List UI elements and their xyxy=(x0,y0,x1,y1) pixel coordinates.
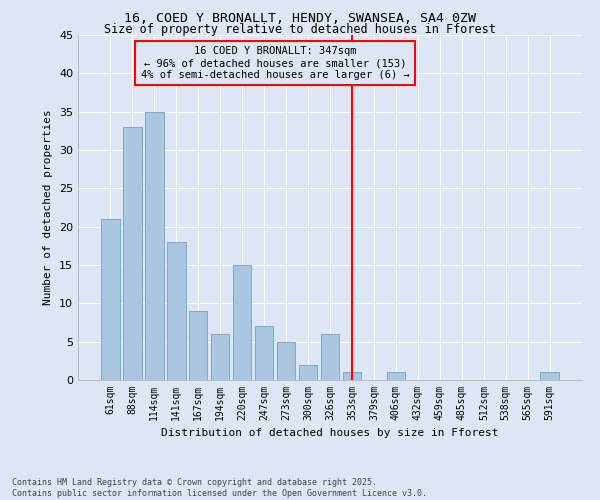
Text: Contains HM Land Registry data © Crown copyright and database right 2025.
Contai: Contains HM Land Registry data © Crown c… xyxy=(12,478,427,498)
Bar xyxy=(255,326,274,380)
Bar xyxy=(277,342,295,380)
Bar xyxy=(101,219,119,380)
Y-axis label: Number of detached properties: Number of detached properties xyxy=(43,110,53,306)
Bar xyxy=(211,334,229,380)
Bar xyxy=(541,372,559,380)
Bar xyxy=(320,334,340,380)
Bar xyxy=(123,127,142,380)
Bar xyxy=(167,242,185,380)
Bar xyxy=(233,265,251,380)
Bar xyxy=(386,372,405,380)
Bar xyxy=(299,364,317,380)
Text: 16 COED Y BRONALLT: 347sqm
← 96% of detached houses are smaller (153)
4% of semi: 16 COED Y BRONALLT: 347sqm ← 96% of deta… xyxy=(140,46,409,80)
Text: Size of property relative to detached houses in Fforest: Size of property relative to detached ho… xyxy=(104,22,496,36)
Text: 16, COED Y BRONALLT, HENDY, SWANSEA, SA4 0ZW: 16, COED Y BRONALLT, HENDY, SWANSEA, SA4… xyxy=(124,12,476,26)
Bar xyxy=(343,372,361,380)
Bar xyxy=(145,112,164,380)
Bar xyxy=(189,311,208,380)
X-axis label: Distribution of detached houses by size in Fforest: Distribution of detached houses by size … xyxy=(161,428,499,438)
